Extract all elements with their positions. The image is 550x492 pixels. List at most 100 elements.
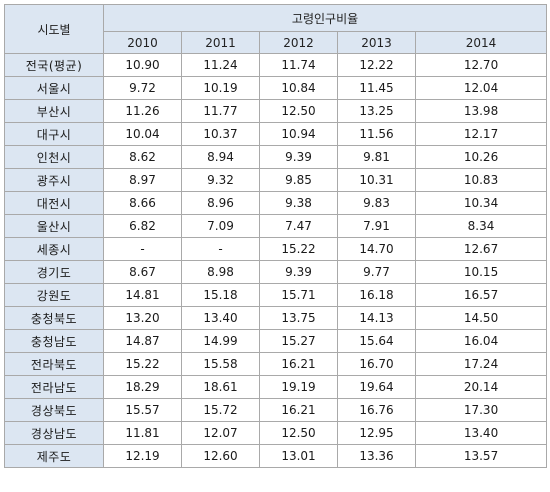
value-cell: 10.15: [414, 260, 548, 284]
value-cell: 8.34: [414, 214, 548, 238]
value-cell: 15.64: [337, 329, 416, 353]
value-cell: 10.94: [259, 122, 338, 146]
value-cell: 10.37: [181, 122, 260, 146]
value-cell: 8.67: [103, 260, 182, 284]
value-cell: 13.20: [103, 306, 182, 330]
value-cell: -: [103, 237, 182, 261]
value-cell: 7.47: [259, 214, 338, 238]
region-name-cell: 울산시: [4, 214, 104, 238]
value-cell: 9.83: [337, 191, 416, 215]
table-row: 서울시 9.72 10.19 10.84 11.45 12.04: [4, 76, 548, 100]
value-cell: 13.40: [181, 306, 260, 330]
value-cell: 13.57: [414, 444, 548, 468]
value-cell: 18.29: [103, 375, 182, 399]
value-cell: 9.32: [181, 168, 260, 192]
region-name-cell: 제주도: [4, 444, 104, 468]
value-cell: 9.39: [259, 260, 338, 284]
region-name-cell: 전국(평균): [4, 53, 104, 77]
value-cell: 11.74: [259, 53, 338, 77]
value-cell: 12.04: [414, 76, 548, 100]
table-row: 경기도 8.67 8.98 9.39 9.77 10.15: [4, 260, 548, 284]
year-header: 2011: [181, 31, 260, 54]
value-cell: 20.14: [414, 375, 548, 399]
table-row: 울산시 6.82 7.09 7.47 7.91 8.34: [4, 214, 548, 238]
region-name-cell: 광주시: [4, 168, 104, 192]
value-cell: 15.71: [259, 283, 338, 307]
value-cell: 13.75: [259, 306, 338, 330]
value-cell: 16.04: [414, 329, 548, 353]
value-cell: 11.81: [103, 421, 182, 445]
year-header: 2014: [414, 31, 548, 54]
value-cell: 12.60: [181, 444, 260, 468]
value-cell: 11.56: [337, 122, 416, 146]
elderly-ratio-group-header: 고령인구비율: [102, 4, 548, 32]
region-name-cell: 충청북도: [4, 306, 104, 330]
value-cell: 13.25: [337, 99, 416, 123]
region-name-cell: 충청남도: [4, 329, 104, 353]
value-cell: 17.30: [414, 398, 548, 422]
region-name-cell: 인천시: [4, 145, 104, 169]
region-name-cell: 강원도: [4, 283, 104, 307]
value-cell: 14.50: [414, 306, 548, 330]
region-name-cell: 경상남도: [4, 421, 104, 445]
value-cell: 12.07: [181, 421, 260, 445]
region-name-cell: 대구시: [4, 122, 104, 146]
value-cell: 8.62: [103, 145, 182, 169]
value-cell: 12.50: [259, 421, 338, 445]
value-cell: 16.18: [337, 283, 416, 307]
value-cell: -: [181, 237, 260, 261]
value-cell: 15.72: [181, 398, 260, 422]
value-cell: 12.67: [414, 237, 548, 261]
value-cell: 10.90: [103, 53, 182, 77]
value-cell: 9.81: [337, 145, 416, 169]
region-name-cell: 서울시: [4, 76, 104, 100]
region-name-cell: 세종시: [4, 237, 104, 261]
value-cell: 10.84: [259, 76, 338, 100]
value-cell: 14.81: [103, 283, 182, 307]
value-cell: 9.85: [259, 168, 338, 192]
value-cell: 15.27: [259, 329, 338, 353]
table-row: 경상북도 15.57 15.72 16.21 16.76 17.30: [4, 398, 548, 422]
year-header: 2013: [337, 31, 416, 54]
value-cell: 6.82: [103, 214, 182, 238]
value-cell: 8.97: [103, 168, 182, 192]
year-header: 2010: [103, 31, 182, 54]
table-row: 부산시 11.26 11.77 12.50 13.25 13.98: [4, 99, 548, 123]
value-cell: 15.22: [103, 352, 182, 376]
table-header: 시도별 고령인구비율 2010 2011 2012 2013 2014: [4, 4, 548, 54]
elderly-ratio-table-container: 시도별 고령인구비율 2010 2011 2012 2013 2014 전국(평…: [4, 4, 548, 468]
value-cell: 15.18: [181, 283, 260, 307]
value-cell: 9.39: [259, 145, 338, 169]
region-name-cell: 경상북도: [4, 398, 104, 422]
value-cell: 19.19: [259, 375, 338, 399]
value-cell: 10.31: [337, 168, 416, 192]
value-cell: 8.98: [181, 260, 260, 284]
value-cell: 12.70: [414, 53, 548, 77]
value-cell: 14.70: [337, 237, 416, 261]
table-row: 제주도 12.19 12.60 13.01 13.36 13.57: [4, 444, 548, 468]
value-cell: 17.24: [414, 352, 548, 376]
value-cell: 16.76: [337, 398, 416, 422]
value-cell: 12.19: [103, 444, 182, 468]
table-row: 강원도 14.81 15.18 15.71 16.18 16.57: [4, 283, 548, 307]
value-cell: 13.01: [259, 444, 338, 468]
value-cell: 13.40: [414, 421, 548, 445]
value-cell: 14.13: [337, 306, 416, 330]
table-row: 대구시 10.04 10.37 10.94 11.56 12.17: [4, 122, 548, 146]
value-cell: 10.34: [414, 191, 548, 215]
value-cell: 16.70: [337, 352, 416, 376]
value-cell: 8.96: [181, 191, 260, 215]
region-name-cell: 전라북도: [4, 352, 104, 376]
value-cell: 18.61: [181, 375, 260, 399]
value-cell: 7.09: [181, 214, 260, 238]
table-row: 전라남도 18.29 18.61 19.19 19.64 20.14: [4, 375, 548, 399]
value-cell: 10.04: [103, 122, 182, 146]
value-cell: 11.77: [181, 99, 260, 123]
value-cell: 11.26: [103, 99, 182, 123]
value-cell: 16.57: [414, 283, 548, 307]
table-body: 전국(평균) 10.90 11.24 11.74 12.22 12.70 서울시 9.72 10…: [4, 53, 548, 468]
elderly-ratio-table: 시도별 고령인구비율 2010 2011 2012 2013 2014 전국(평…: [4, 4, 548, 468]
value-cell: 10.26: [414, 145, 548, 169]
table-row: 전라북도 15.22 15.58 16.21 16.70 17.24: [4, 352, 548, 376]
value-cell: 10.83: [414, 168, 548, 192]
